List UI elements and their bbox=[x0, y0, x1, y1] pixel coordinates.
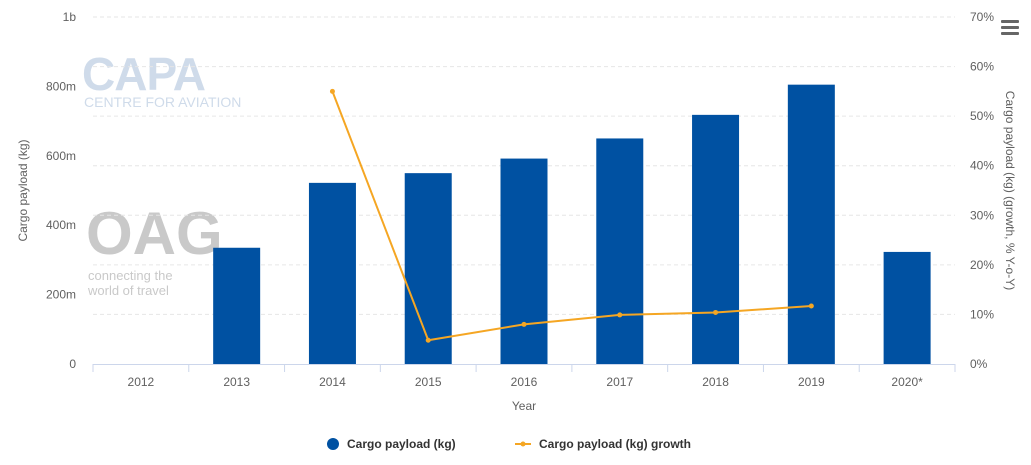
oag-tagline-1: connecting the bbox=[88, 268, 173, 283]
bar bbox=[692, 114, 740, 364]
line-point bbox=[808, 303, 814, 309]
legend: Cargo payload (kg) Cargo payload (kg) gr… bbox=[327, 437, 691, 451]
y-right-tick-label: 40% bbox=[970, 159, 994, 173]
y-right-tick-label: 10% bbox=[970, 307, 994, 321]
y-right-tick-label: 70% bbox=[970, 10, 994, 24]
line-series bbox=[329, 88, 814, 343]
y-right-tick-label: 60% bbox=[970, 60, 994, 74]
chart-menu-icon[interactable] bbox=[1001, 20, 1019, 36]
axes: 2012 2013 2014 2015 2016 2017 2018 2019 2020* 0 20… bbox=[46, 10, 994, 389]
x-tick-label: 2013 bbox=[223, 375, 250, 389]
x-tick-label: 2019 bbox=[798, 375, 825, 389]
menu-bar-icon bbox=[1001, 32, 1019, 35]
y-left-tick-label: 1b bbox=[63, 10, 77, 24]
menu-bar-icon bbox=[1001, 26, 1019, 29]
oag-tagline-2: world of travel bbox=[87, 283, 169, 298]
bar bbox=[308, 182, 356, 364]
y-right-tick-label: 30% bbox=[970, 208, 994, 222]
line-point bbox=[617, 312, 623, 318]
y-right-tick-label: 0% bbox=[970, 357, 988, 371]
legend-item-bar[interactable]: Cargo payload (kg) bbox=[327, 437, 456, 451]
legend-line-marker bbox=[520, 441, 526, 447]
line-point bbox=[425, 337, 431, 343]
bar bbox=[500, 158, 548, 364]
x-tick-label: 2016 bbox=[511, 375, 538, 389]
legend-line-label: Cargo payload (kg) growth bbox=[539, 437, 691, 451]
y-right-tick-label: 20% bbox=[970, 258, 994, 272]
line-point bbox=[329, 88, 335, 94]
y-right-tick-label: 50% bbox=[970, 109, 994, 123]
y-left-tick-label: 600m bbox=[46, 149, 76, 163]
x-axis-title: Year bbox=[512, 399, 536, 413]
legend-bar-symbol bbox=[327, 438, 339, 450]
x-tick-label: 2017 bbox=[606, 375, 633, 389]
bar-series bbox=[213, 84, 931, 364]
y-axis-left-title: Cargo payload (kg) bbox=[16, 139, 30, 241]
legend-bar-label: Cargo payload (kg) bbox=[347, 437, 456, 451]
bar bbox=[404, 173, 452, 364]
menu-bar-icon bbox=[1001, 20, 1019, 23]
x-tick-label: 2012 bbox=[128, 375, 155, 389]
growth-line bbox=[331, 90, 812, 342]
x-tick-label: 2015 bbox=[415, 375, 442, 389]
watermark-group: CAPA CENTRE FOR AVIATION OAG connecting … bbox=[82, 48, 241, 298]
x-tick-label: 2014 bbox=[319, 375, 346, 389]
y-left-tick-label: 200m bbox=[46, 288, 76, 302]
line-point bbox=[521, 321, 527, 327]
bar bbox=[213, 247, 261, 364]
capa-logo: CAPA bbox=[82, 48, 205, 100]
y-left-tick-label: 800m bbox=[46, 79, 76, 93]
line-point bbox=[713, 309, 719, 315]
bar bbox=[787, 84, 835, 364]
x-tick-label: 2018 bbox=[702, 375, 729, 389]
x-tick-label: 2020* bbox=[891, 375, 923, 389]
bar bbox=[596, 138, 644, 364]
y-axis-right-title: Cargo payload (kg) (growth, % Y-o-Y) bbox=[1003, 91, 1017, 290]
y-left-tick-label: 0 bbox=[69, 357, 76, 371]
bar bbox=[883, 251, 931, 364]
capa-subtitle: CENTRE FOR AVIATION bbox=[84, 94, 241, 110]
oag-logo: OAG bbox=[86, 200, 223, 267]
legend-item-line[interactable]: Cargo payload (kg) growth bbox=[515, 437, 691, 451]
y-left-tick-label: 400m bbox=[46, 218, 76, 232]
